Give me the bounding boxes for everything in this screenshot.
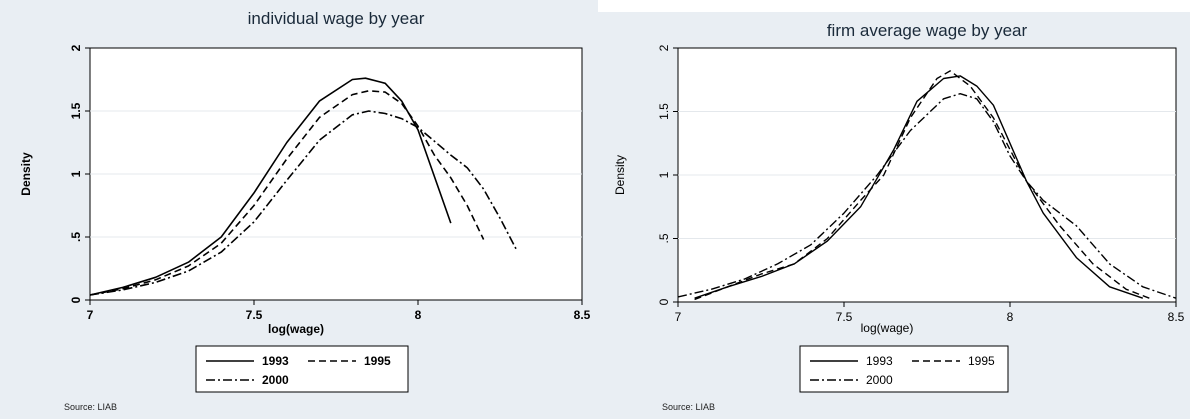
chart-title: firm average wage by year	[827, 21, 1028, 40]
x-tick-label: 7.5	[246, 308, 263, 322]
legend-box	[195, 345, 409, 393]
y-axis-label: Density	[613, 155, 627, 195]
x-axis-label: log(wage)	[861, 321, 914, 335]
legend-label: 2000	[262, 373, 289, 387]
x-tick-label: 8.5	[1168, 310, 1185, 324]
chart-firm-average-wage-svg: firm average wage by year 0 .5 1 1.5 2 7 7.5 8 8.…	[613, 21, 1185, 412]
series-line-1993	[89, 77, 452, 296]
x-tick-label: 8	[1007, 310, 1014, 324]
series-line-2000	[677, 93, 1177, 299]
series-line-1995	[694, 70, 1150, 301]
series-line-1995	[89, 90, 485, 296]
y-tick-label: 1	[657, 171, 671, 178]
y-tick-label: 2	[657, 44, 671, 51]
chart-individual-wage-svg: individual wage by year 0 .5 1 1.5 2 7 7.5 8 8.5 l…	[19, 9, 591, 412]
legend-label: 1995	[968, 354, 995, 368]
y-tick-label: 0	[657, 298, 671, 305]
x-tick-label: 7.5	[836, 310, 853, 324]
chart-individual-wage: individual wage by year 0 .5 1 1.5 2 7 7.5 8 8.5 l…	[0, 0, 598, 419]
chart-title: individual wage by year	[248, 9, 425, 28]
chart-firm-average-wage: firm average wage by year 0 .5 1 1.5 2 7 7.5 8 8.…	[598, 12, 1190, 419]
source-note: Source: LIAB	[64, 402, 117, 412]
y-tick-label: 0	[69, 296, 83, 303]
source-note: Source: LIAB	[662, 402, 715, 412]
y-tick-label: 1.5	[657, 103, 671, 120]
legend-box	[799, 345, 1009, 393]
y-tick-label: 2	[69, 44, 83, 51]
legend-label: 2000	[866, 373, 893, 387]
y-tick-label: .5	[69, 232, 83, 242]
x-tick-label: 8	[415, 308, 422, 322]
legend-label: 1995	[364, 354, 391, 368]
y-axis-label: Density	[19, 152, 33, 196]
x-tick-label: 8.5	[574, 308, 591, 322]
legend-label: 1993	[866, 354, 893, 368]
y-tick-label: 1	[69, 170, 83, 177]
x-tick-label: 7	[675, 310, 682, 324]
legend-label: 1993	[262, 354, 289, 368]
y-tick-label: 1.5	[69, 102, 83, 119]
y-tick-label: .5	[657, 233, 671, 243]
x-tick-label: 7	[87, 308, 94, 322]
series-line-2000	[89, 110, 518, 296]
x-axis-label: log(wage)	[268, 322, 324, 336]
